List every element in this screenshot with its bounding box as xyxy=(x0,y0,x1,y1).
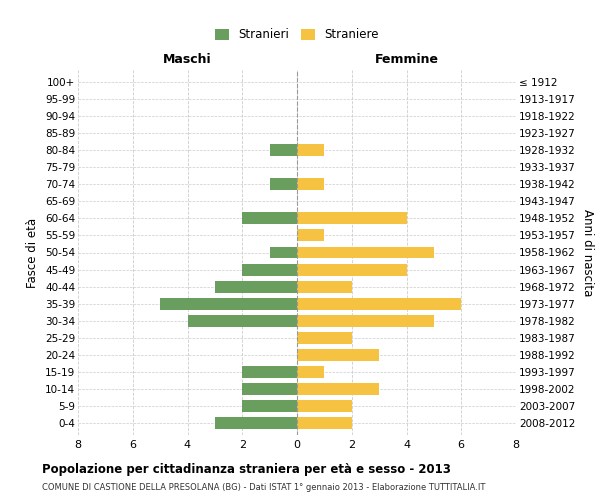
Bar xyxy=(297,264,407,276)
Bar xyxy=(297,400,352,412)
Legend: Stranieri, Straniere: Stranieri, Straniere xyxy=(211,25,383,45)
Bar xyxy=(242,264,297,276)
Bar xyxy=(297,230,325,241)
Bar xyxy=(242,212,297,224)
Bar xyxy=(297,178,325,190)
Text: Maschi: Maschi xyxy=(163,54,212,66)
Bar xyxy=(242,400,297,412)
Bar xyxy=(297,280,352,292)
Bar xyxy=(297,349,379,361)
Bar xyxy=(187,315,297,326)
Bar xyxy=(242,383,297,395)
Y-axis label: Fasce di età: Fasce di età xyxy=(26,218,40,288)
Bar xyxy=(297,417,352,429)
Bar xyxy=(269,178,297,190)
Bar xyxy=(215,417,297,429)
Bar xyxy=(215,280,297,292)
Bar xyxy=(297,212,407,224)
Text: COMUNE DI CASTIONE DELLA PRESOLANA (BG) - Dati ISTAT 1° gennaio 2013 - Elaborazi: COMUNE DI CASTIONE DELLA PRESOLANA (BG) … xyxy=(42,482,485,492)
Bar xyxy=(297,366,325,378)
Bar xyxy=(269,144,297,156)
Text: Popolazione per cittadinanza straniera per età e sesso - 2013: Popolazione per cittadinanza straniera p… xyxy=(42,462,451,475)
Bar xyxy=(160,298,297,310)
Bar xyxy=(297,332,352,344)
Bar xyxy=(269,246,297,258)
Bar xyxy=(297,246,434,258)
Bar xyxy=(297,315,434,326)
Bar xyxy=(242,366,297,378)
Bar xyxy=(297,298,461,310)
Y-axis label: Anni di nascita: Anni di nascita xyxy=(581,209,594,296)
Bar xyxy=(297,383,379,395)
Text: Femmine: Femmine xyxy=(374,54,439,66)
Bar xyxy=(297,144,325,156)
